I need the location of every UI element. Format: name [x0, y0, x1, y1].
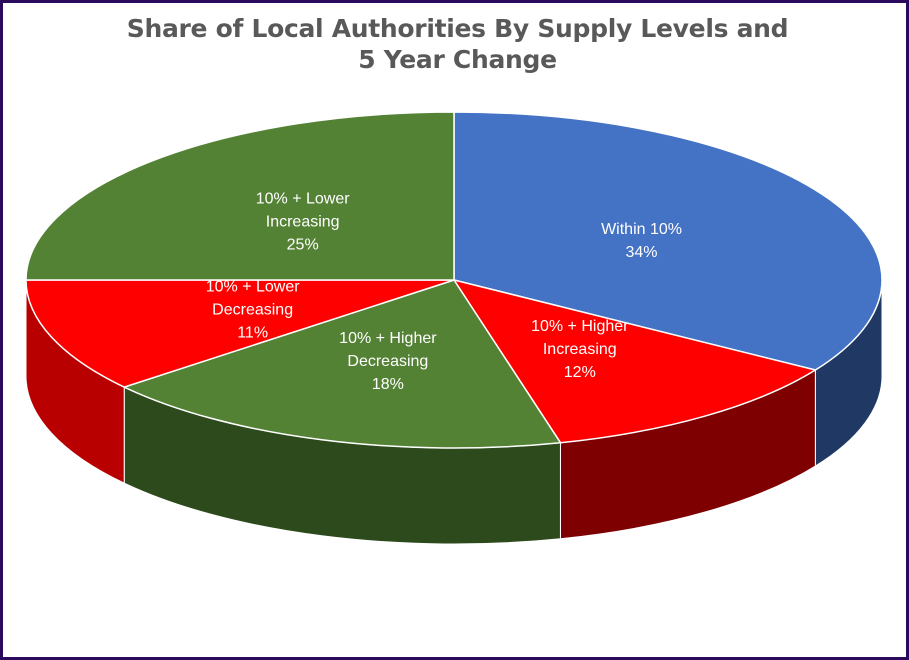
- data-label-line: Decreasing: [347, 353, 428, 370]
- slice-10-lower-increasing: [25, 111, 455, 281]
- data-label-10-higher-decreasing: 10% + Higher Decreasing 18%: [339, 330, 437, 393]
- data-label-line: Increasing: [543, 341, 617, 358]
- data-label-10-lower-increasing: 10% + Lower Increasing 25%: [256, 191, 351, 254]
- chart-title-line-2: 5 Year Change: [358, 45, 557, 74]
- slice-10-higher-decreasing: [123, 279, 562, 449]
- pie-labels: Within 10% 34%10% + Higher Increasing 12%10…: [206, 191, 682, 393]
- data-label-percent: 12%: [564, 364, 596, 381]
- data-label-10-lower-decreasing: 10% + Lower Decreasing 11%: [206, 278, 301, 341]
- data-label-line: 10% + Lower: [256, 191, 351, 208]
- data-label-percent: 11%: [237, 324, 268, 341]
- data-label-line: 10% + Higher: [339, 330, 437, 347]
- slice-10-lower-decreasing: [25, 279, 455, 388]
- data-label-within-10: Within 10% 34%: [601, 221, 682, 261]
- pie-sides: [25, 279, 883, 545]
- data-label-line: Within 10%: [601, 221, 682, 238]
- chart-title: Share of Local Authorities By Supply Lev…: [3, 13, 909, 75]
- data-label-line: 10% + Lower: [206, 278, 301, 295]
- data-label-line: Increasing: [266, 214, 340, 231]
- data-label-10-higher-increasing: 10% + Higher Increasing 12%: [531, 318, 629, 381]
- data-label-percent: 18%: [372, 376, 404, 393]
- slice-10-higher-increasing: [453, 279, 817, 444]
- chart-title-line-1: Share of Local Authorities By Supply Lev…: [126, 14, 789, 43]
- pie-tops: [25, 111, 883, 449]
- data-label-line: Decreasing: [212, 301, 293, 318]
- data-label-percent: 34%: [626, 244, 658, 261]
- slice-within-10: [453, 111, 883, 371]
- data-label-percent: 25%: [287, 237, 319, 254]
- data-label-line: 10% + Higher: [531, 318, 629, 335]
